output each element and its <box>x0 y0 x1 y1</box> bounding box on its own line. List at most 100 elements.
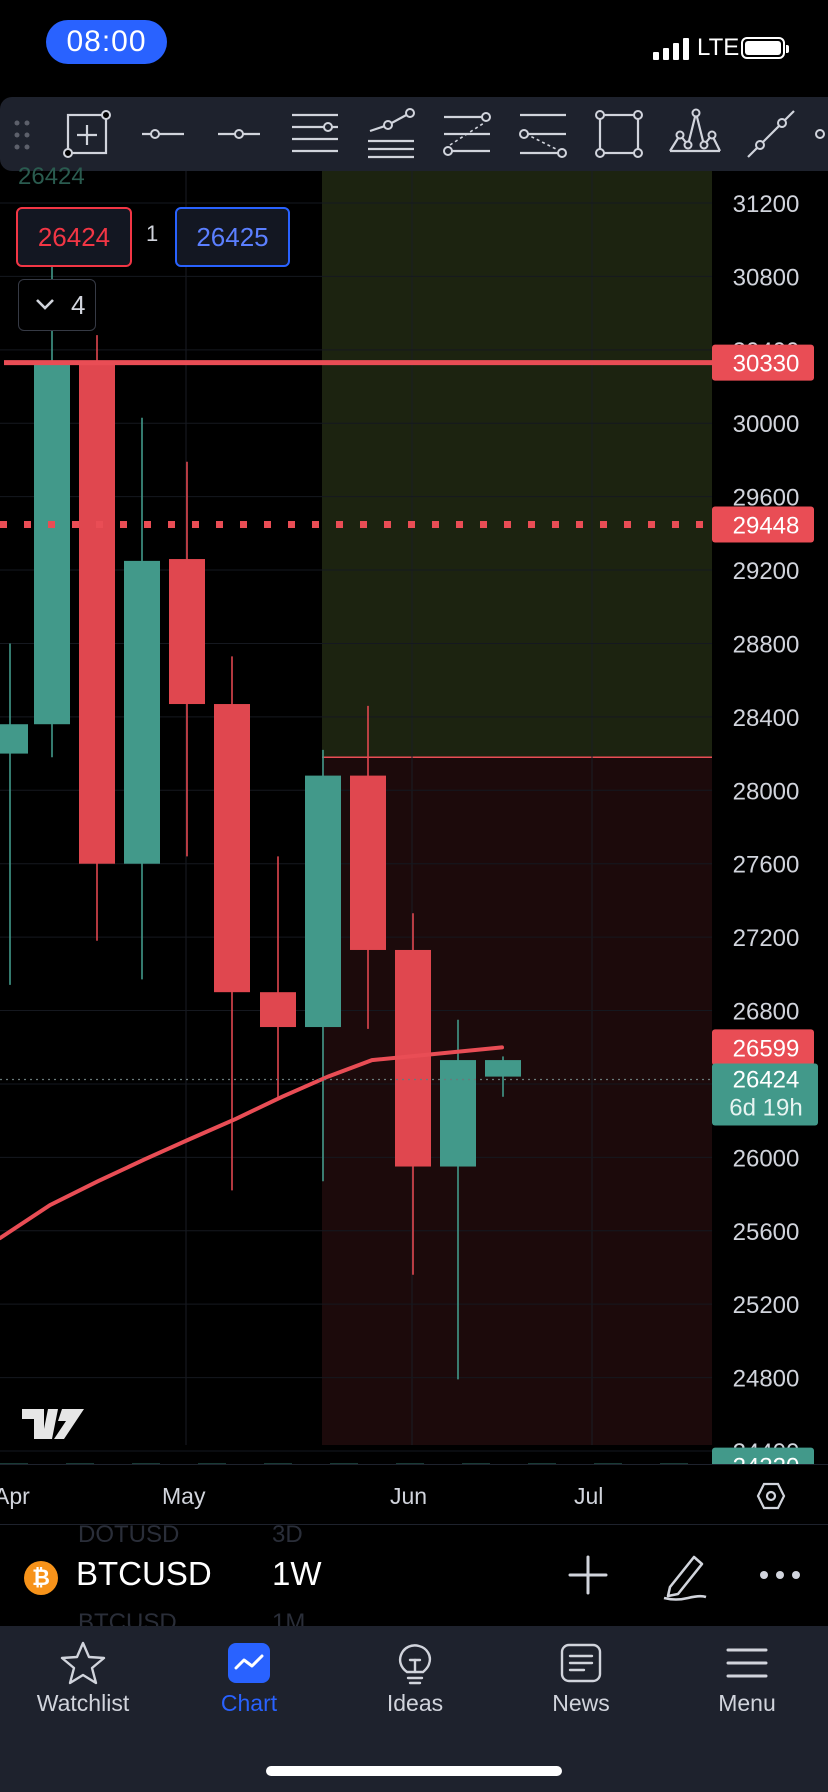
hamburger-icon <box>726 1648 768 1678</box>
time-label-may: May <box>162 1483 206 1509</box>
candle-body <box>169 559 205 705</box>
symbol-bar: DOTUSD 3D BTCUSD 1M ₿ BTCUSD 1W <box>0 1524 828 1627</box>
nav-label-watchlist: Watchlist <box>36 1690 130 1716</box>
candle-body <box>440 1060 476 1167</box>
support-badge <box>712 1447 814 1464</box>
interval-selector[interactable]: 1W <box>272 1555 322 1592</box>
time-label-jul: Jul <box>574 1483 604 1509</box>
fib-extension-tool-icon[interactable] <box>514 105 572 163</box>
price-tick-label: 25600 <box>733 1219 800 1246</box>
price-tick-label: 26800 <box>733 999 800 1026</box>
stop-zone <box>322 757 712 1445</box>
battery-icon <box>741 37 789 59</box>
drawing-toolbar <box>0 97 828 171</box>
candle-body <box>305 775 341 1028</box>
moving-average-line <box>0 1045 504 1241</box>
spread-value: 1 <box>146 221 159 246</box>
moving-average-badge <box>712 1029 814 1066</box>
horizontal-line-tool-icon[interactable] <box>134 105 192 163</box>
nav-menu[interactable]: Menu <box>664 1626 828 1746</box>
pattern-tool-icon[interactable] <box>666 105 724 163</box>
indicators-toggle-button[interactable]: 4 <box>18 279 96 331</box>
add-icon[interactable] <box>566 1551 610 1599</box>
sell-price-button[interactable]: 26424 <box>16 207 132 267</box>
price-tick-label: 29200 <box>733 558 800 585</box>
last-price-label: 26424 <box>733 1067 800 1094</box>
price-tick-label: 27600 <box>733 852 800 879</box>
support-badge-label: 24320 <box>733 1454 800 1464</box>
faded-price-label: 26424 <box>18 163 85 190</box>
horizontal-ray-tool-icon[interactable] <box>210 105 268 163</box>
chart-icon <box>228 1643 270 1683</box>
candlestick-chart[interactable]: 3120030800304003000029600292002880028400… <box>0 171 828 1464</box>
network-label: LTE <box>697 34 740 61</box>
pencil-icon[interactable] <box>660 1549 708 1601</box>
dotted-level-badge-label: 29448 <box>733 513 800 540</box>
resistance-badge <box>712 344 814 381</box>
signal-icon <box>653 38 691 60</box>
ghost-symbol-above: DOTUSD <box>78 1524 180 1548</box>
candle-body <box>34 362 70 725</box>
nav-label-chart: Chart <box>220 1690 278 1716</box>
price-chart[interactable]: 3120030800304003000029600292002880028400… <box>0 163 828 1464</box>
home-indicator[interactable] <box>266 1766 562 1776</box>
price-tick-label: 27200 <box>733 925 800 952</box>
dotted-level-badge <box>712 506 814 543</box>
rectangle-tool-icon[interactable] <box>590 105 648 163</box>
moving-average-badge-label: 26599 <box>733 1035 800 1062</box>
nav-label-news: News <box>552 1690 610 1716</box>
drag-handle-icon[interactable] <box>12 119 32 151</box>
fib-retracement-tool-icon[interactable] <box>438 105 496 163</box>
trend-line-tool-icon[interactable] <box>742 105 800 163</box>
ghost-interval-above: 3D <box>272 1524 303 1548</box>
candle-body <box>79 362 115 864</box>
candle-body <box>214 704 250 993</box>
candle-body <box>350 775 386 950</box>
price-tick-label: 30800 <box>733 264 800 291</box>
parallel-lines-tool-icon[interactable] <box>286 105 344 163</box>
bottom-navigation: Watchlist Chart Ideas News Menu <box>0 1626 828 1792</box>
nav-watchlist[interactable]: Watchlist <box>0 1626 166 1746</box>
tradingview-logo-icon <box>22 1409 84 1439</box>
news-icon <box>560 1643 602 1683</box>
more-icon[interactable] <box>756 1551 804 1599</box>
time-label-apr: Apr <box>0 1483 30 1509</box>
chevron-down-icon <box>36 299 54 310</box>
price-tick-label: 31200 <box>733 191 800 218</box>
trend-channel-tool-icon[interactable] <box>362 105 420 163</box>
nav-chart[interactable]: Chart <box>166 1626 332 1746</box>
chart-settings-icon[interactable] <box>756 1481 786 1511</box>
crosshair-tool-icon[interactable] <box>58 105 116 163</box>
last-price-badge <box>712 1063 818 1126</box>
symbol-selector[interactable]: BTCUSD <box>76 1555 212 1592</box>
candle-body <box>260 992 296 1028</box>
price-tick-label: 30000 <box>733 411 800 438</box>
nav-label-menu: Menu <box>718 1690 776 1716</box>
candle-body <box>485 1060 521 1077</box>
price-tick-label: 26000 <box>733 1145 800 1172</box>
price-tick-label: 25200 <box>733 1292 800 1319</box>
candle-body <box>124 560 160 864</box>
more-tools-icon[interactable] <box>812 105 828 163</box>
status-time: 08:00 <box>46 20 167 64</box>
candle-body <box>0 724 28 754</box>
price-tick-label: 28000 <box>733 778 800 805</box>
time-axis[interactable]: Apr May Jun Jul <box>0 1464 828 1525</box>
time-label-jun: Jun <box>390 1483 428 1509</box>
status-bar: 08:00 LTE <box>0 0 828 96</box>
buy-price-button[interactable]: 26425 <box>175 207 290 267</box>
nav-ideas[interactable]: Ideas <box>332 1626 498 1746</box>
nav-news[interactable]: News <box>498 1626 664 1746</box>
ghost-interval-below: 1M <box>272 1609 306 1627</box>
ghost-symbol-below: BTCUSD <box>78 1609 177 1627</box>
countdown-label: 6d 19h <box>729 1095 802 1122</box>
lightbulb-icon <box>398 1644 432 1685</box>
nav-label-ideas: Ideas <box>386 1690 444 1716</box>
price-tick-label: 24800 <box>733 1366 800 1393</box>
price-tick-label: 28400 <box>733 705 800 732</box>
bitcoin-icon: ₿ <box>24 1561 58 1595</box>
star-icon <box>60 1641 106 1685</box>
price-axis <box>712 171 828 1464</box>
resistance-badge-label: 30330 <box>733 351 800 378</box>
indicators-count: 4 <box>71 290 86 320</box>
